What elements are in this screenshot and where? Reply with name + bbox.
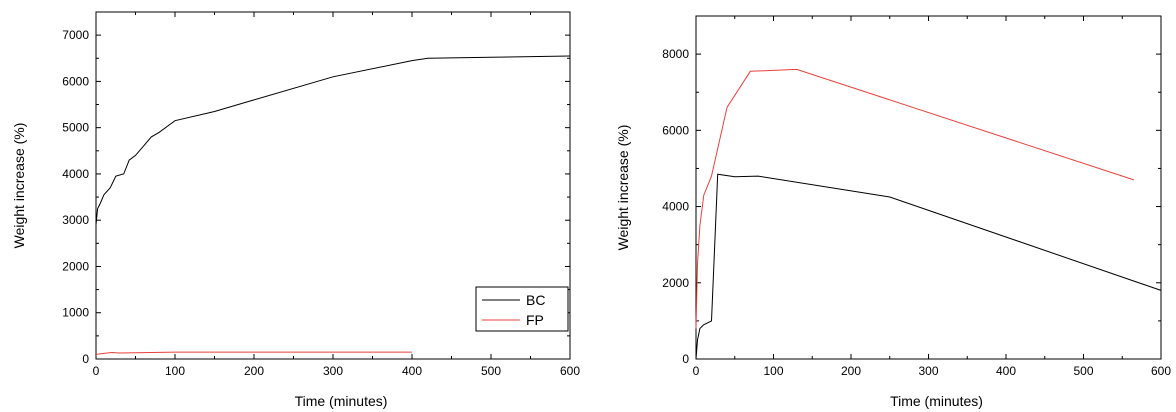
legend-label-bc: BC bbox=[526, 292, 545, 308]
x-tick-label: 600 bbox=[560, 364, 580, 378]
y-tick-label: 4000 bbox=[662, 200, 689, 214]
series-line-fp bbox=[95, 351, 412, 355]
x-tick-label: 300 bbox=[918, 364, 938, 378]
y-axis-title: Weight increase (%) bbox=[11, 123, 27, 249]
y-tick-label: 2000 bbox=[62, 259, 89, 273]
y-tick-label: 1000 bbox=[62, 306, 89, 320]
x-tick-label: 500 bbox=[481, 364, 501, 378]
y-tick-label: 0 bbox=[682, 352, 689, 366]
y-tick-label: 5000 bbox=[62, 121, 89, 135]
chart-weight-increase-right: 0 100 200 300 400 500 60002000400060008000Time… bbox=[615, 15, 1171, 409]
x-axis-title: Time (minutes) bbox=[890, 393, 983, 409]
x-tick-label: 100 bbox=[165, 364, 185, 378]
y-tick-label: 3000 bbox=[62, 213, 89, 227]
y-tick-label: 7000 bbox=[62, 28, 89, 42]
legend-box bbox=[475, 286, 569, 332]
x-tick-label: 200 bbox=[244, 364, 264, 378]
x-tick-label: 500 bbox=[1073, 364, 1093, 378]
x-tick-label: 300 bbox=[323, 364, 343, 378]
x-tick-label: 0 bbox=[93, 364, 100, 378]
series-line-red bbox=[695, 68, 1135, 329]
y-tick-label: 2000 bbox=[662, 276, 689, 290]
x-axis-title: Time (minutes) bbox=[295, 393, 388, 409]
y-tick-label: 6000 bbox=[662, 123, 689, 137]
y-tick-label: 6000 bbox=[62, 74, 89, 88]
y-tick-label: 8000 bbox=[662, 47, 689, 61]
chart-bc-fp-weight-increase: 0 100 200 300 400 500 600010002000300040005000… bbox=[11, 11, 580, 409]
x-tick-label: 600 bbox=[1151, 364, 1171, 378]
plot-frame bbox=[695, 15, 1162, 360]
x-tick-label: 100 bbox=[763, 364, 783, 378]
x-tick-label: 0 bbox=[693, 364, 700, 378]
x-tick-label: 400 bbox=[996, 364, 1016, 378]
series-line-black bbox=[695, 173, 1162, 360]
legend-label-fp: FP bbox=[526, 312, 544, 328]
series-line-bc bbox=[95, 55, 571, 225]
y-tick-label: 0 bbox=[82, 352, 89, 366]
y-axis-title: Weight increase (%) bbox=[615, 125, 631, 251]
y-tick-label: 4000 bbox=[62, 167, 89, 181]
x-tick-label: 400 bbox=[402, 364, 422, 378]
x-tick-label: 200 bbox=[841, 364, 861, 378]
